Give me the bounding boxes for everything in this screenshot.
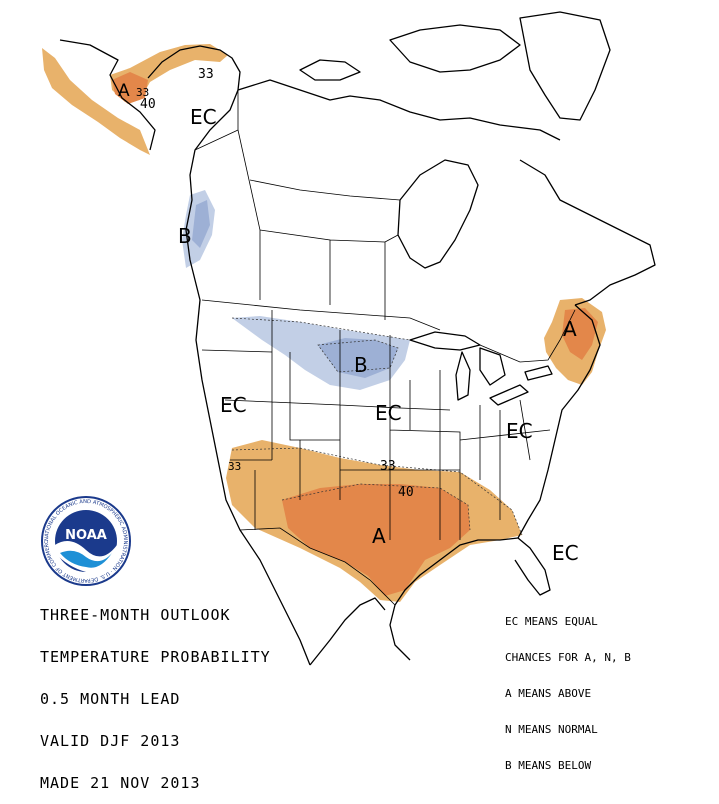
outlook-title-block: THREE-MONTH OUTLOOK TEMPERATURE PROBABIL… [40,580,271,804]
contour-south-40 [281,483,471,531]
lake-ontario [524,365,553,381]
title-line-4: VALID DJF 2013 [40,732,181,750]
noaa-logo: NOAA NATIONAL OCEANIC AND ATMOSPHERIC AD… [40,495,131,586]
coast-labrador [519,159,656,306]
lake-huron [479,347,506,386]
title-line-5: MADE 21 NOV 2013 [40,774,201,792]
contour-label-alaska-33: 33 [198,67,214,82]
label-ec-southeast: EC [552,541,579,565]
coast-hudson-bay [397,159,479,269]
legend-line-3: A MEANS ABOVE [505,687,592,700]
border-canada-us [201,299,576,363]
contour-label-south-40: 40 [398,485,414,500]
coastlines [59,11,656,666]
plains-below-core [318,338,398,378]
lake-erie [489,384,529,406]
outlook-map: EC A B B A EC EC EC A EC 33 40 33 33 33 … [42,11,656,666]
legend-block: EC MEANS EQUAL CHANCES FOR A, N, B A MEA… [505,592,631,784]
title-line-1: THREE-MONTH OUTLOOK [40,606,231,624]
coast-east [517,304,601,539]
contour-plains [231,317,411,373]
label-a-south: A [372,524,386,548]
label-a-alaska: A [118,81,130,101]
contour-label-south-33: 33 [380,459,396,474]
legend-line-5: B MEANS BELOW [505,759,592,772]
border-us-mexico [239,527,396,606]
contour-label-alaska-40: 40 [140,97,156,112]
contour-label-alaska-33b: 33 [136,86,149,99]
northwest-below-core [192,200,210,248]
contour-label-south-33b: 33 [228,460,241,473]
contour-south-33 [231,447,523,536]
coast-florida [514,537,551,596]
label-b-northplains: B [354,353,368,377]
map-labels: EC A B B A EC EC EC A EC 33 40 33 33 33 … [118,67,579,565]
lake-michigan [455,351,471,401]
northeast-above-core [562,308,598,360]
legend-line-4: N MEANS NORMAL [505,723,598,736]
label-ec-east: EC [506,419,533,443]
border-alaska-canada [194,90,239,151]
probability-contours [231,317,523,536]
label-b-northwest: B [178,224,192,248]
legend-line-1: EC MEANS EQUAL [505,615,598,628]
great-lakes [409,331,553,406]
coast-alaska [59,39,241,151]
political-borders [194,90,576,606]
label-ec-central: EC [375,401,402,425]
label-ec-alaska: EC [190,105,217,129]
borders-us-states [201,310,551,540]
coast-arctic-canada [237,11,611,141]
legend-line-2: CHANCES FOR A, N, B [505,651,631,664]
label-a-northeast: A [563,317,577,341]
lake-superior [409,331,481,351]
title-line-2: TEMPERATURE PROBABILITY [40,648,271,666]
title-line-3: 0.5 MONTH LEAD [40,690,181,708]
borders-canada-provinces [237,129,401,320]
south-above-core [282,484,470,596]
noaa-logo-text: NOAA [65,528,107,543]
label-ec-west: EC [220,393,247,417]
coast-mexico [309,597,386,666]
coast-gulf [389,537,519,661]
